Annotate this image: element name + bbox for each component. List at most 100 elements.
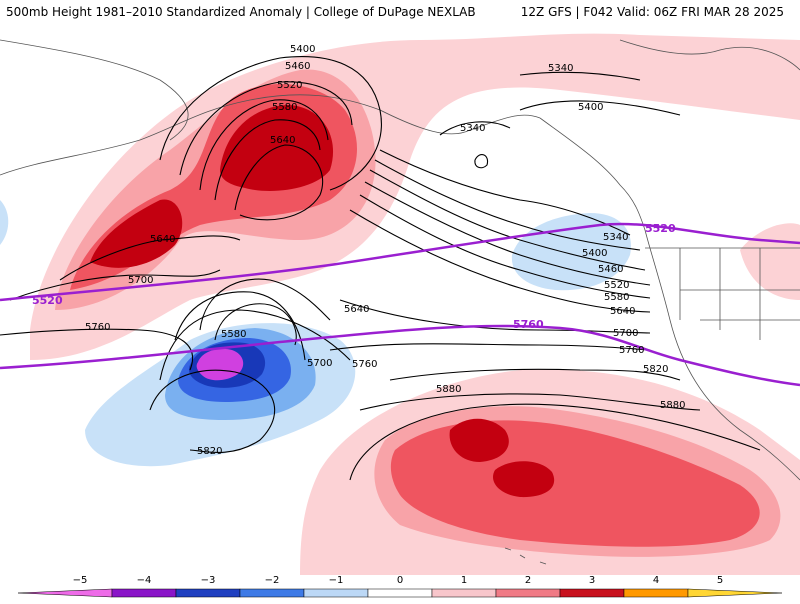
- colorbar-swatch: [495, 588, 561, 598]
- colorbar-swatch: [175, 588, 241, 598]
- contour-label: 5580: [221, 329, 246, 340]
- contour-label: 5580: [604, 292, 629, 303]
- colorbar-swatch: [303, 588, 369, 598]
- contour-5880-s: [359, 393, 701, 411]
- contour-5760-e: [329, 343, 651, 351]
- colorbar-tick: −2: [264, 575, 280, 586]
- contour-label: 5760: [352, 359, 377, 370]
- contour-5520-highlight: [0, 222, 800, 302]
- highlight-label-5760: 5760: [513, 318, 544, 331]
- contour-labels: 5400 5460 5520 5580 5640 5340 5400 5340 …: [85, 44, 685, 457]
- contour-5820-e: [389, 368, 681, 381]
- contour-label: 5820: [197, 446, 222, 457]
- colorbar-tick: 5: [716, 575, 724, 586]
- hawaii-islands: [504, 547, 547, 565]
- contour-label: 5640: [150, 234, 175, 245]
- colorbar-tick: −4: [136, 575, 152, 586]
- colorbar-ticks: −5 −4 −3 −2 −1 0 1 2 3 4 5: [0, 575, 800, 587]
- map-title: 500mb Height 1981–2010 Standardized Anom…: [6, 5, 476, 19]
- contour-5460: [179, 81, 353, 176]
- highlighted-contours: [0, 222, 800, 387]
- contour-label: 5880: [660, 400, 685, 411]
- contour-5880-ss: [349, 403, 761, 481]
- highlight-label-5520: 5520: [32, 294, 63, 307]
- contour-5580-e: [359, 194, 651, 299]
- contour-5640-west: [59, 235, 241, 281]
- contour-label: 5340: [603, 232, 628, 243]
- height-contours: [0, 56, 761, 481]
- anomaly-neg5: [196, 348, 244, 381]
- contour-label: 5880: [436, 384, 461, 395]
- contour-label: 5520: [277, 80, 302, 91]
- weather-map: 5400 5460 5520 5580 5640 5340 5400 5340 …: [0, 22, 800, 575]
- contour-5580-low: [214, 303, 297, 346]
- contour-label: 5340: [460, 123, 485, 134]
- contour-label: 5460: [285, 61, 310, 72]
- anomaly-neg1-west-edge: [0, 200, 9, 245]
- anomaly-pos1-east: [740, 223, 800, 300]
- contour-5760-low: [159, 309, 351, 381]
- contour-label: 5340: [548, 63, 573, 74]
- canada-coast: [539, 117, 800, 481]
- colorbar-tick: 0: [396, 575, 404, 586]
- colorbar-tick: −3: [200, 575, 216, 586]
- contour-5400-ee: [374, 159, 641, 251]
- colorbar-swatch: [17, 588, 113, 598]
- contour-label: 5640: [270, 135, 295, 146]
- contour-label: 5640: [610, 306, 635, 317]
- anomaly-pos4-south-1: [449, 418, 509, 462]
- contour-5580: [214, 119, 321, 201]
- contour-5640-low: [199, 278, 331, 331]
- contour-label: 5460: [598, 264, 623, 275]
- contour-5700-west: [9, 269, 221, 301]
- anomaly-pos4-south-2: [492, 461, 555, 498]
- colorbar-tick: 3: [588, 575, 596, 586]
- colorbar-tick: −1: [328, 575, 344, 586]
- anomaly-pos4-low-west: [90, 199, 183, 268]
- colorbar-swatch: [623, 588, 689, 598]
- positive-anomaly-shading: [30, 33, 800, 575]
- contour-label: 5700: [128, 275, 153, 286]
- contour-label: 5760: [85, 322, 110, 333]
- contour-label: 5400: [582, 248, 607, 259]
- contour-5760-west: [0, 328, 194, 371]
- highlight-labels: 5520 5520 5760: [32, 222, 676, 331]
- contour-label: 5640: [344, 304, 369, 315]
- colorbar-swatch: [559, 588, 625, 598]
- state-lines: [679, 248, 800, 340]
- contour-5640-e: [349, 209, 651, 313]
- coastlines: [0, 39, 800, 565]
- colorbar-swatch: [111, 588, 177, 598]
- anomaly-colorbar: [0, 575, 800, 600]
- contour-5340-k: [474, 154, 489, 169]
- colorbar-swatch: [239, 588, 305, 598]
- colorbar-swatches: [17, 588, 783, 598]
- contour-label: 5820: [643, 364, 668, 375]
- contour-label: 5400: [290, 44, 315, 55]
- model-run-info: 12Z GFS | F042 Valid: 06Z FRI MAR 28 202…: [520, 5, 784, 19]
- contour-label: 5400: [578, 102, 603, 113]
- contour-5400-e: [519, 100, 681, 116]
- contour-label: 5520: [604, 280, 629, 291]
- contour-5340-n: [519, 71, 641, 81]
- colorbar-tick: 4: [652, 575, 660, 586]
- contour-5700-low: [174, 291, 306, 361]
- contour-label: 5700: [307, 358, 332, 369]
- contour-5340-e: [379, 149, 631, 236]
- siberia-coast: [0, 39, 189, 141]
- canada-north-coast: [619, 39, 800, 71]
- colorbar-tick: 1: [460, 575, 468, 586]
- colorbar-tick: 2: [524, 575, 532, 586]
- contour-5400: [159, 56, 382, 191]
- contour-5820-low: [149, 369, 276, 453]
- highlight-label-5520-east: 5520: [645, 222, 676, 235]
- colorbar-swatch: [687, 588, 783, 598]
- contour-label: 5760: [619, 345, 644, 356]
- colorbar-swatch: [367, 588, 433, 598]
- contour-label: 5700: [613, 328, 638, 339]
- contour-5760-highlight: [0, 324, 800, 387]
- alaska-coast: [0, 94, 541, 176]
- contour-5460-e: [369, 169, 646, 271]
- contour-5520: [199, 99, 329, 191]
- map-header: 500mb Height 1981–2010 Standardized Anom…: [0, 0, 800, 23]
